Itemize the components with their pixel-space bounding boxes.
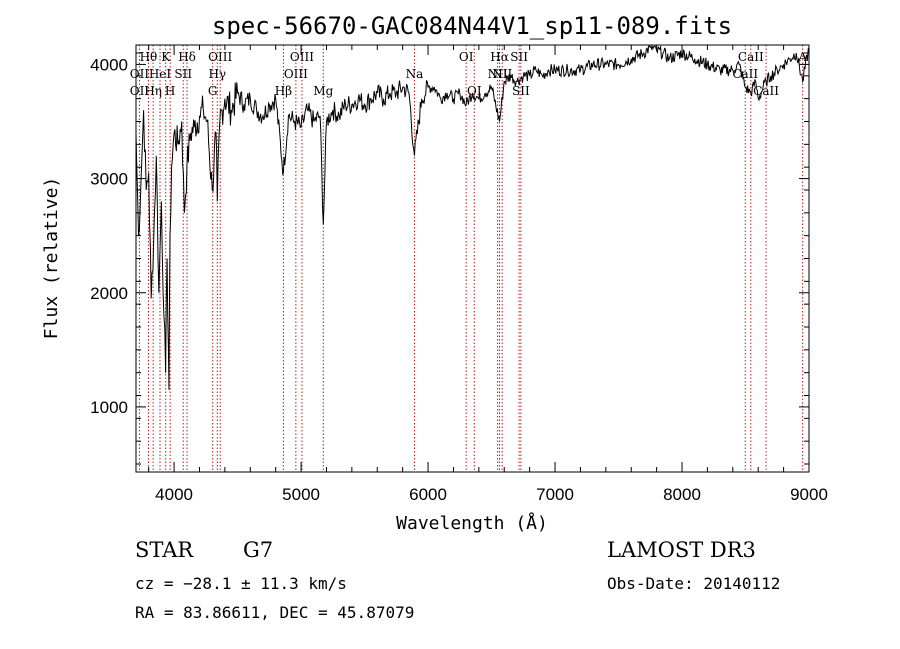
line-label-caii: CaII (738, 50, 764, 64)
line-label-k: K (161, 50, 171, 64)
plot-frame (135, 44, 810, 473)
x-axis-label: Wavelength (Å) (396, 512, 548, 534)
sky-coordinates: RA = 83.86611, DEC = 45.87079 (135, 603, 415, 622)
y-tick-label: 4000 (90, 55, 128, 74)
line-label-hα: Hα (490, 50, 509, 64)
line-label-oii: OII (130, 67, 150, 81)
line-label-oiii: OIII (284, 67, 308, 81)
line-label-mg: Mg (313, 84, 333, 98)
line-label-hθ: Hθ (140, 50, 158, 64)
x-tick-label: 7000 (536, 485, 574, 504)
redshift-info: cz = −28.1 ± 11.3 km/s (135, 574, 347, 593)
y-tick-label: 2000 (90, 284, 128, 303)
survey-name: LAMOST DR3 (607, 538, 756, 562)
line-label-caii: CaII (732, 67, 758, 81)
spectrum-series-line (135, 44, 810, 390)
spectral-subclass: G7 (243, 538, 274, 562)
y-tick-label: 1000 (90, 398, 128, 417)
x-tick-label: 8000 (663, 485, 701, 504)
line-label-hβ: Hβ (275, 84, 292, 98)
line-label-a: A (797, 50, 807, 64)
line-label-oii: OII (130, 84, 150, 98)
line-label-hδ: Hδ (178, 50, 196, 64)
line-label-g: G (208, 84, 218, 98)
x-tick-label: 4000 (155, 485, 193, 504)
line-label-sii: SII (512, 84, 530, 98)
line-label-oiii: OIII (290, 50, 314, 64)
chart-title: spec-56670-GAC084N44V1_sp11-089.fits (212, 12, 732, 40)
line-label-hγ: Hγ (208, 67, 226, 81)
line-label-oi: OI (459, 50, 474, 64)
line-label-caii: CaII (753, 84, 779, 98)
line-label-nii: NII (488, 67, 508, 81)
y-tick-label: 3000 (90, 170, 128, 189)
axis-ticks: 4000 5000 6000 7000 8000 9000 1000 2000 3000 4000 (90, 45, 828, 504)
x-tick-label: 5000 (282, 485, 320, 504)
spectral-line-markers (138, 45, 804, 472)
line-label-oi: OI (467, 84, 482, 98)
line-label-sii: SII (174, 67, 192, 81)
x-tick-label: 6000 (409, 485, 447, 504)
x-tick-label: 9000 (790, 485, 828, 504)
observation-date: Obs-Date: 20140112 (607, 574, 781, 593)
line-label-na: Na (406, 67, 424, 81)
line-label-hei: HeI (149, 67, 172, 81)
y-axis-label: Flux (relative) (41, 177, 62, 340)
line-label-oiii: OIII (208, 50, 232, 64)
line-label-h: H (165, 84, 175, 98)
line-label-nii: NII (492, 67, 512, 81)
line-label-sii: SII (510, 50, 528, 64)
line-label-hη: Hη (144, 84, 162, 98)
object-class: STAR (135, 538, 194, 562)
